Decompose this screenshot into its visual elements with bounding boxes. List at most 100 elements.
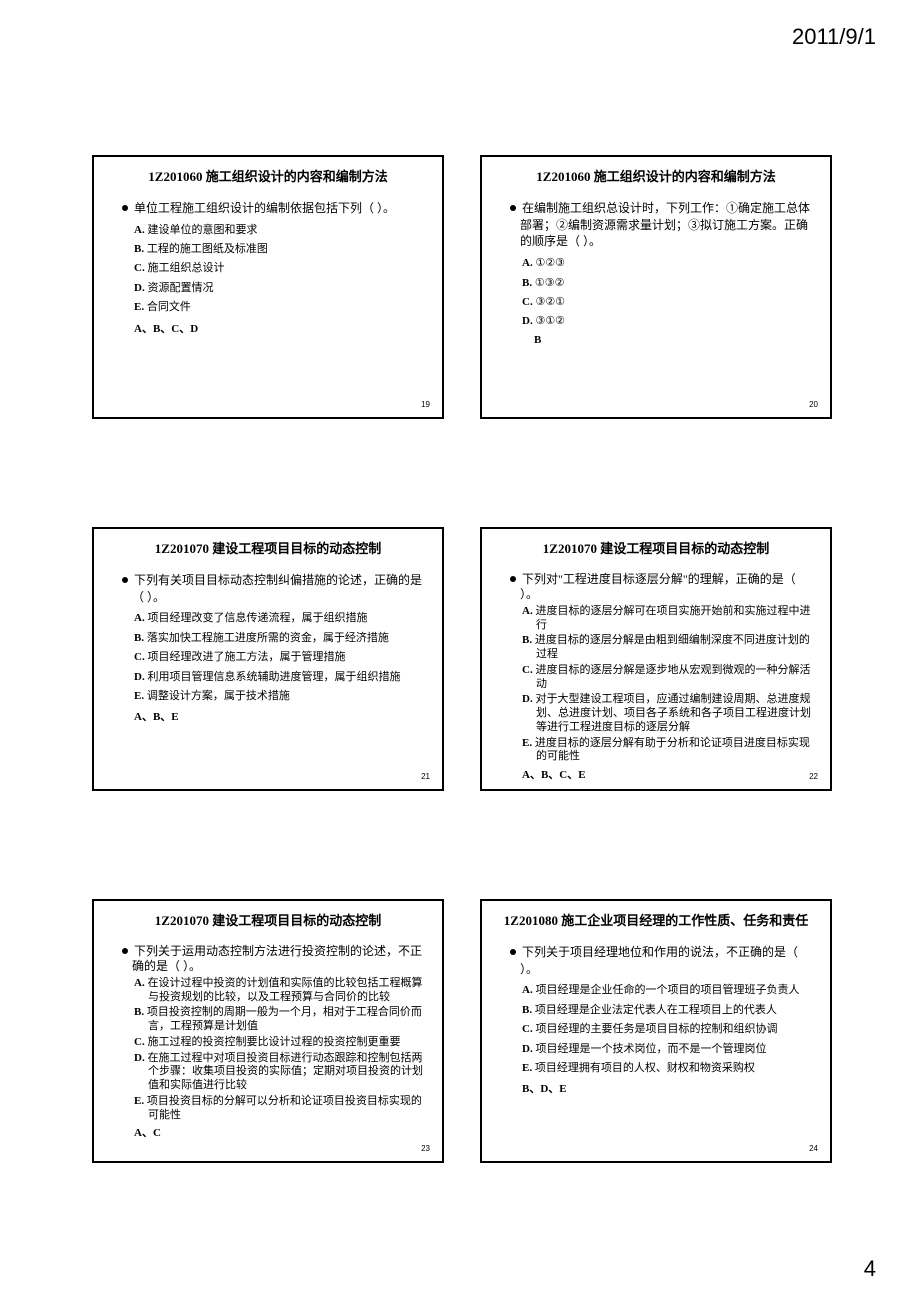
option-text: 施工过程的投资控制要比设计过程的投资控制更重要 — [147, 1036, 400, 1048]
option-label: C. — [522, 296, 533, 308]
option: A. 项目经理改变了信息传递流程，属于组织措施 — [134, 611, 428, 626]
option: B. 落实加快工程施工进度所需的资金，属于经济措施 — [134, 631, 428, 646]
option-text: 项目经理是一个技术岗位，而不是一个管理岗位 — [535, 1043, 766, 1055]
date-header: 2011/9/1 — [792, 24, 876, 50]
answer: A、C — [108, 1124, 428, 1140]
option-label: D. — [134, 1052, 145, 1064]
option-text: 项目投资控制的周期一般为一个月，相对于工程合同价而言，工程预算是计划值 — [147, 1006, 422, 1032]
option: B. 进度目标的逐层分解是由粗到细编制深度不同进度计划的过程 — [522, 634, 816, 662]
option: B. 项目投资控制的周期一般为一个月，相对于工程合同价而言，工程预算是计划值 — [134, 1006, 428, 1034]
option-label: B. — [522, 277, 532, 289]
bullet-icon — [122, 948, 128, 954]
page-number: 4 — [864, 1256, 876, 1282]
option-text: 工程的施工图纸及标准图 — [147, 243, 268, 255]
option: C. 项目经理改进了施工方法，属于管理措施 — [134, 650, 428, 665]
option-text: 施工组织总设计 — [147, 262, 224, 274]
option: D. 项目经理是一个技术岗位，而不是一个管理岗位 — [522, 1042, 816, 1057]
option-text: 调整设计方案，属于技术措施 — [147, 690, 290, 702]
question-stem: 下列有关项目目标动态控制纠偏措施的论述，正确的是（ ）。 — [108, 572, 428, 606]
option-label: D. — [134, 671, 145, 683]
option-text: 项目经理改变了信息传递流程，属于组织措施 — [147, 612, 367, 624]
option-label: C. — [134, 1036, 145, 1048]
slide-title: 1Z201060 施工组织设计的内容和编制方法 — [496, 169, 816, 186]
slide-title: 1Z201070 建设工程项目目标的动态控制 — [108, 913, 428, 930]
option: B. 工程的施工图纸及标准图 — [134, 242, 428, 257]
option-label: C. — [134, 651, 145, 663]
option-text: ③①② — [535, 315, 565, 327]
slide-number: 20 — [809, 400, 818, 409]
question-stem-text: 下列对"工程进度目标逐层分解"的理解，正确的是（ ）。 — [520, 572, 796, 601]
option-text: 项目经理拥有项目的人权、财权和物资采购权 — [535, 1062, 755, 1074]
bullet-icon — [510, 576, 516, 582]
option: A. 在设计过程中投资的计划值和实际值的比较包括工程概算与投资规划的比较，以及工… — [134, 977, 428, 1005]
slide: 1Z201070 建设工程项目目标的动态控制下列有关项目目标动态控制纠偏措施的论… — [92, 527, 444, 791]
option: D. 利用项目管理信息系统辅助进度管理，属于组织措施 — [134, 670, 428, 685]
answer: B、D、E — [496, 1080, 816, 1096]
slide-number: 24 — [809, 1144, 818, 1153]
slide: 1Z201080 施工企业项目经理的工作性质、任务和责任下列关于项目经理地位和作… — [480, 899, 832, 1163]
slide-number: 22 — [809, 772, 818, 781]
option: E. 合同文件 — [134, 300, 428, 315]
slide-number: 19 — [421, 400, 430, 409]
option: D. 在施工过程中对项目投资目标进行动态跟踪和控制包括两个步骤：收集项目投资的实… — [134, 1052, 428, 1093]
option-text: 在施工过程中对项目投资目标进行动态跟踪和控制包括两个步骤：收集项目投资的实际值；… — [147, 1052, 423, 1092]
option: E. 进度目标的逐层分解有助于分析和论证项目进度目标实现的可能性 — [522, 737, 816, 765]
option-label: B. — [134, 1006, 144, 1018]
slide-title: 1Z201070 建设工程项目目标的动态控制 — [496, 541, 816, 558]
option-label: A. — [134, 224, 145, 236]
option-label: E. — [522, 1062, 532, 1074]
options-list: A. ①②③B. ①③②C. ③②①D. ③①② — [496, 256, 816, 330]
option-label: B. — [134, 243, 144, 255]
option: A. 进度目标的逐层分解可在项目实施开始前和实施过程中进行 — [522, 605, 816, 633]
option-label: D. — [522, 1043, 533, 1055]
option-label: D. — [522, 693, 533, 705]
slide-number: 21 — [421, 772, 430, 781]
option: E. 项目经理拥有项目的人权、财权和物资采购权 — [522, 1061, 816, 1076]
options-list: A. 项目经理是企业任命的一个项目的项目管理班子负责人 B. 项目经理是企业法定代… — [496, 983, 816, 1076]
option-label: B. — [522, 1004, 532, 1016]
option-label: C. — [134, 262, 145, 274]
bullet-icon — [510, 205, 516, 211]
option-text: 进度目标的逐层分解是逐步地从宏观到微观的一种分解活动 — [535, 664, 810, 690]
option-label: A. — [522, 605, 533, 617]
option-label: E. — [522, 737, 532, 749]
option: B. ①③② — [522, 276, 816, 291]
slides-grid: 1Z201060 施工组织设计的内容和编制方法单位工程施工组织设计的编制依据包括… — [92, 155, 832, 1163]
option-text: 对于大型建设工程项目，应通过编制建设周期、总进度规划、总进度计划、项目各子系统和… — [535, 693, 811, 733]
option-text: 进度目标的逐层分解是由粗到细编制深度不同进度计划的过程 — [535, 634, 810, 660]
option: D. 资源配置情况 — [134, 281, 428, 296]
option-text: ①③② — [535, 277, 565, 289]
option-text: 项目经理是企业任命的一个项目的项目管理班子负责人 — [535, 984, 799, 996]
option-label: B. — [522, 634, 532, 646]
options-list: A. 在设计过程中投资的计划值和实际值的比较包括工程概算与投资规划的比较，以及工… — [108, 977, 428, 1123]
option-text: 项目经理的主要任务是项目目标的控制和组织协调 — [535, 1023, 777, 1035]
option-label: E. — [134, 1095, 144, 1107]
answer: B — [496, 334, 816, 346]
option: B. 项目经理是企业法定代表人在工程项目上的代表人 — [522, 1003, 816, 1018]
option-label: D. — [134, 282, 145, 294]
option-text: 利用项目管理信息系统辅助进度管理，属于组织措施 — [147, 671, 400, 683]
question-stem-text: 下列关于运用动态控制方法进行投资控制的论述，不正确的是（ ）。 — [132, 944, 422, 973]
option: C. 施工过程的投资控制要比设计过程的投资控制更重要 — [134, 1036, 428, 1050]
slide-number: 23 — [421, 1144, 430, 1153]
option-label: C. — [522, 664, 533, 676]
options-list: A. 建设单位的意图和要求B. 工程的施工图纸及标准图C. 施工组织总设计D. … — [108, 223, 428, 316]
question-stem: 在编制施工组织总设计时，下列工作：①确定施工总体部署；②编制资源需求量计划；③拟… — [496, 200, 816, 250]
option-label: A. — [522, 257, 533, 269]
option: A. 建设单位的意图和要求 — [134, 223, 428, 238]
option: D. ③①② — [522, 314, 816, 329]
option: C. ③②① — [522, 295, 816, 310]
option: C. 施工组织总设计 — [134, 261, 428, 276]
slide: 1Z201070 建设工程项目目标的动态控制下列关于运用动态控制方法进行投资控制… — [92, 899, 444, 1163]
answer: A、B、C、E — [496, 766, 816, 782]
option-label: E. — [134, 301, 144, 313]
option-text: 在设计过程中投资的计划值和实际值的比较包括工程概算与投资规划的比较，以及工程预算… — [147, 977, 422, 1003]
option: E. 调整设计方案，属于技术措施 — [134, 689, 428, 704]
option-text: 建设单位的意图和要求 — [147, 224, 257, 236]
option-text: 合同文件 — [147, 301, 191, 313]
option-label: A. — [522, 984, 533, 996]
option-label: A. — [134, 612, 145, 624]
options-list: A. 项目经理改变了信息传递流程，属于组织措施 B. 落实加快工程施工进度所需的资… — [108, 611, 428, 704]
option-text: 项目投资目标的分解可以分析和论证项目投资目标实现的可能性 — [147, 1095, 422, 1121]
option-label: E. — [134, 690, 144, 702]
